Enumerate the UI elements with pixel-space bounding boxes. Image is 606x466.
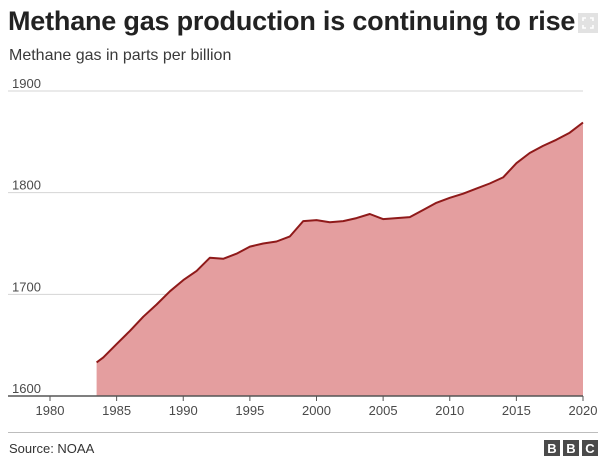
chart-subtitle: Methane gas in parts per billion <box>9 47 232 64</box>
x-tick-label: 2015 <box>502 403 531 418</box>
y-axis-ticks: 1900 1800 1700 1600 <box>12 76 41 396</box>
y-tick-label: 1800 <box>12 178 41 193</box>
x-tick-label: 1995 <box>235 403 264 418</box>
x-axis-ticks: 1980 1985 1990 1995 2000 2005 2010 2015 2020 <box>36 396 598 418</box>
methane-area-chart: 1900 1800 1700 1600 1980 1985 1990 1995 2000 200… <box>8 76 598 418</box>
y-tick-label: 1600 <box>12 381 41 396</box>
x-tick-label: 2010 <box>435 403 464 418</box>
data-area <box>96 121 584 396</box>
bbc-logo: B B C <box>544 440 598 456</box>
x-tick-label: 2020 <box>569 403 598 418</box>
x-tick-label: 1985 <box>102 403 131 418</box>
expand-icon[interactable] <box>578 13 598 33</box>
methane-series-line <box>96 121 584 364</box>
x-tick-label: 2005 <box>369 403 398 418</box>
bbc-logo-letter: B <box>544 440 560 456</box>
x-tick-label: 1990 <box>169 403 198 418</box>
footer-divider <box>8 432 598 433</box>
chart-title: Methane gas production is continuing to … <box>8 6 576 36</box>
y-tick-label: 1700 <box>12 279 41 294</box>
bbc-logo-letter: C <box>582 440 598 456</box>
methane-area-fill <box>96 122 583 396</box>
bbc-logo-letter: B <box>563 440 579 456</box>
source-note: Source: NOAA <box>9 441 95 456</box>
x-tick-label: 2000 <box>302 403 331 418</box>
x-tick-label: 1980 <box>36 403 65 418</box>
y-tick-label: 1900 <box>12 76 41 91</box>
